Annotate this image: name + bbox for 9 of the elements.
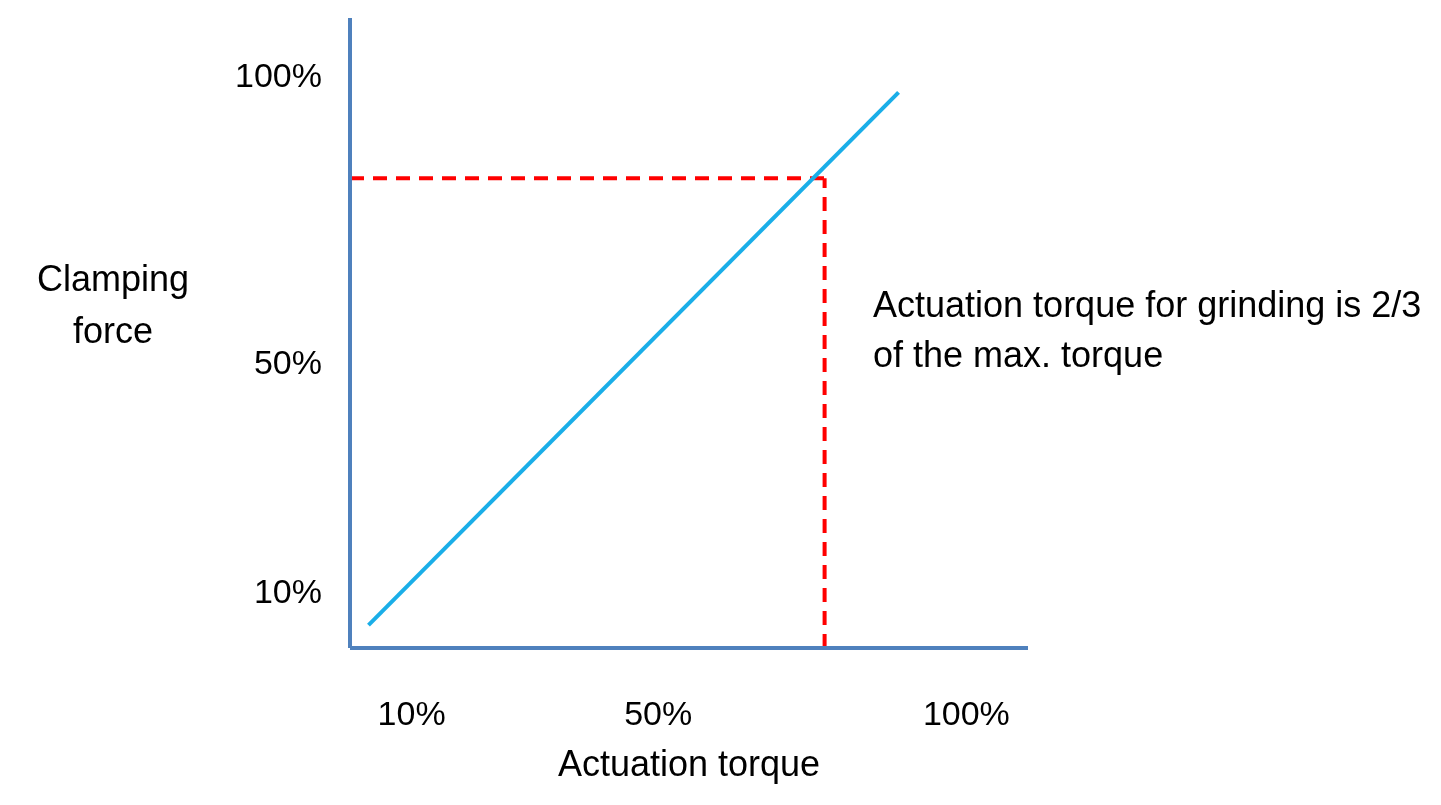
y-tick-label: 50% [253, 342, 322, 381]
x-axis-title: Actuation torque [556, 743, 822, 785]
y-tick-label: 100% [235, 56, 322, 95]
x-tick-label: 10% [377, 694, 446, 733]
x-tick-label: 100% [922, 694, 1010, 733]
x-tick-label: 50% [624, 694, 693, 733]
annotation: Actuation torque for grinding is 2/3 of the max. torque [873, 283, 1423, 377]
y-tick-label: 10% [253, 571, 322, 610]
y-axis-title: Clamping force [35, 257, 191, 353]
